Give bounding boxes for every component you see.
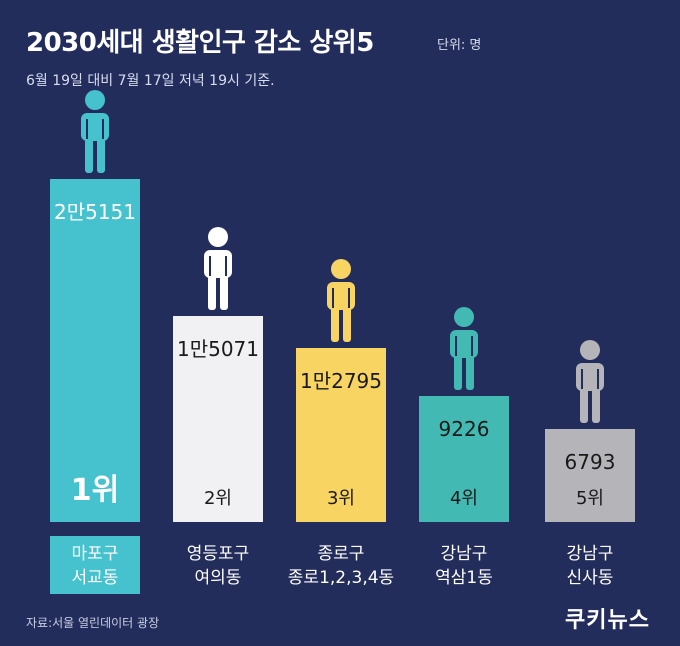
person-arm-gap-right <box>597 369 599 389</box>
category-highlight <box>50 536 140 594</box>
value-label: 2만5151 <box>54 200 136 224</box>
category-label-line: 영등포구 <box>187 544 250 564</box>
person-arm-gap-right <box>225 256 227 276</box>
person-icon <box>576 340 604 423</box>
unit-label: 단위: 명 <box>437 38 482 53</box>
category-label-line: 신사동 <box>567 568 614 588</box>
bar <box>173 316 263 522</box>
source-note: 자료:서울 열린데이터 광장 <box>26 616 160 630</box>
person-leg-right <box>97 137 105 173</box>
person-arm-gap-left <box>86 119 88 139</box>
person-arm-gap-left <box>209 256 211 276</box>
chart-title: 2030세대 생활인구 감소 상위5 <box>26 28 374 58</box>
person-arm-gap-left <box>455 336 457 356</box>
rank-label: 4위 <box>450 488 478 509</box>
person-head <box>208 227 228 247</box>
person-torso <box>327 282 355 310</box>
category-label-line: 역삼1동 <box>435 568 493 588</box>
person-icon <box>204 227 232 310</box>
category-label-line: 강남구 <box>441 544 488 564</box>
value-label: 6793 <box>565 450 616 474</box>
person-head <box>454 307 474 327</box>
rank-label: 3위 <box>327 488 355 509</box>
category-label-line: 종로구 <box>318 544 365 564</box>
bar <box>50 179 140 522</box>
person-torso <box>81 113 109 141</box>
person-leg-right <box>220 274 228 310</box>
person-torso <box>576 363 604 391</box>
person-leg-left <box>208 274 216 310</box>
bar <box>545 429 635 522</box>
value-label: 1만2795 <box>300 369 382 393</box>
person-leg-right <box>592 387 600 423</box>
person-arm-gap-right <box>471 336 473 356</box>
person-head <box>85 90 105 110</box>
rank-label: 2위 <box>204 488 232 509</box>
person-leg-left <box>331 306 339 342</box>
person-leg-left <box>580 387 588 423</box>
person-head <box>580 340 600 360</box>
person-torso <box>204 250 232 278</box>
person-head <box>331 259 351 279</box>
rank-label: 1위 <box>71 473 119 508</box>
category-label-line: 여의동 <box>195 568 242 588</box>
category-label-line: 강남구 <box>567 544 614 564</box>
chart-subtitle: 6월 19일 대비 7월 17일 저녁 19시 기준. <box>26 73 275 89</box>
person-arm-gap-left <box>581 369 583 389</box>
person-leg-left <box>454 354 462 390</box>
person-torso <box>450 330 478 358</box>
value-label: 1만5071 <box>177 337 259 361</box>
publisher-logo: 쿠키뉴스 <box>565 608 650 633</box>
person-arm-gap-right <box>102 119 104 139</box>
bar <box>296 348 386 522</box>
value-label: 9226 <box>439 417 490 441</box>
person-arm-gap-left <box>332 288 334 308</box>
person-icon <box>81 90 109 173</box>
category-label-line: 서교동 <box>72 568 119 588</box>
bar <box>419 396 509 522</box>
person-leg-right <box>466 354 474 390</box>
person-icon <box>450 307 478 390</box>
person-arm-gap-right <box>348 288 350 308</box>
rank-label: 5위 <box>576 488 604 509</box>
category-label-line: 마포구 <box>72 544 119 564</box>
person-leg-right <box>343 306 351 342</box>
category-label-line: 종로1,2,3,4동 <box>288 568 394 588</box>
person-icon <box>327 259 355 342</box>
person-leg-left <box>85 137 93 173</box>
